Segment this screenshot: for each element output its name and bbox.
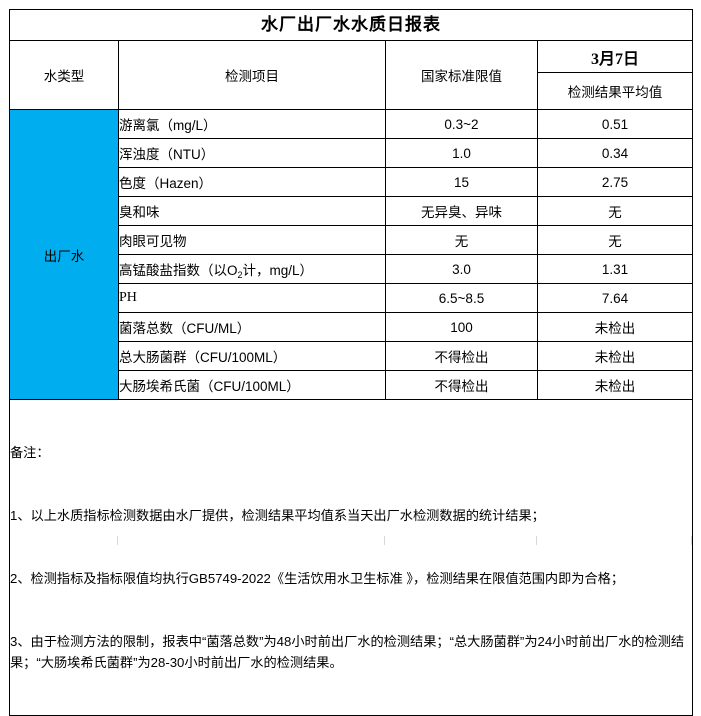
result-value: 0.51 [537, 109, 693, 139]
item-name: PH [118, 283, 386, 313]
header-row: 水类型 检测项目 国家标准限值 3月7日 [9, 40, 693, 110]
column-header-item: 检测项目 [118, 40, 386, 110]
standard-limit-value: 不得检出 [385, 341, 538, 371]
column-header-date: 3月7日 [537, 40, 693, 73]
standard-limit-value: 100 [385, 312, 538, 342]
grid-tick [117, 536, 118, 545]
item-name: 臭和味 [118, 196, 386, 226]
table-row: 色度（Hazen） 15 2.75 [10, 167, 693, 197]
table-row: 肉眼可见物 无 无 [10, 225, 693, 255]
table-row: 出厂水 游离氯（mg/L） 0.3~2 0.51 [9, 109, 693, 400]
notes-heading: 备注： [10, 445, 50, 460]
item-name: 肉眼可见物 [118, 225, 386, 255]
table-row: 浑浊度（NTU） 1.0 0.34 [10, 138, 693, 168]
result-value: 未检出 [537, 341, 693, 371]
table-row: 菌落总数（CFU/ML） 100 未检出 [10, 312, 693, 342]
grid-tick [536, 536, 537, 545]
column-header-standard-limit: 国家标准限值 [385, 40, 538, 110]
standard-limit-value: 无 [385, 225, 538, 255]
result-value: 未检出 [537, 370, 693, 400]
grid-tick [384, 536, 385, 545]
item-name: 菌落总数（CFU/ML） [118, 312, 386, 342]
table-row: 高锰酸盐指数（以O2计，mg/L） 3.0 1.31 [10, 254, 693, 284]
notes-line-2: 2、检测指标及指标限值均执行GB5749-2022《生活饮用水卫生标准 》，检测… [10, 571, 625, 586]
notes-line-1: 1、以上水质指标检测数据由水厂提供，检测结果平均值系当天出厂水检测数据的统计结果… [10, 508, 545, 523]
result-value: 无 [537, 225, 693, 255]
standard-limit-value: 不得检出 [385, 370, 538, 400]
result-value: 0.34 [537, 138, 693, 168]
notes-line-3: 3、由于检测方法的限制，报表中“菌落总数”为48小时前出厂水的检测结果；“总大肠… [10, 634, 685, 670]
standard-limit-value: 0.3~2 [385, 109, 538, 139]
table-row: 大肠埃希氏菌（CFU/100ML） 不得检出 未检出 [10, 370, 693, 400]
item-name: 浑浊度（NTU） [118, 138, 386, 168]
notes-cell: 备注： 1、以上水质指标检测数据由水厂提供，检测结果平均值系当天出厂水检测数据的… [9, 399, 693, 716]
result-value: 1.31 [537, 254, 693, 284]
title-row: 水厂出厂水水质日报表 [9, 9, 693, 41]
standard-limit-value: 无异臭、异味 [385, 196, 538, 226]
standard-limit-value: 1.0 [385, 138, 538, 168]
result-value: 无 [537, 196, 693, 226]
result-value: 7.64 [537, 283, 693, 313]
result-value: 2.75 [537, 167, 693, 197]
item-name: 大肠埃希氏菌（CFU/100ML） [118, 370, 386, 400]
header-subrow: 检测结果平均值 [10, 72, 693, 110]
grid-tick [691, 536, 692, 545]
item-name: 游离氯（mg/L） [118, 109, 386, 139]
table-row: PH 6.5~8.5 7.64 [10, 283, 693, 313]
notes-row: 备注： 1、以上水质指标检测数据由水厂提供，检测结果平均值系当天出厂水检测数据的… [9, 399, 693, 716]
notes-body: 备注： 1、以上水质指标检测数据由水厂提供，检测结果平均值系当天出厂水检测数据的… [10, 400, 692, 715]
water-type-value: 出厂水 [9, 109, 119, 400]
item-name: 色度（Hazen） [118, 167, 386, 197]
column-header-result-average: 检测结果平均值 [537, 72, 693, 110]
spreadsheet-canvas: 水厂出厂水水质日报表 水类型 检测项目 国家标准限值 3月7日 检测结果平均值 … [9, 9, 693, 716]
result-value: 未检出 [537, 312, 693, 342]
column-header-water-type: 水类型 [9, 40, 119, 110]
page-title: 水厂出厂水水质日报表 [9, 9, 693, 41]
item-name: 高锰酸盐指数（以O2计，mg/L） [118, 254, 386, 284]
standard-limit-value: 6.5~8.5 [385, 283, 538, 313]
table-row: 臭和味 无异臭、异味 无 [10, 196, 693, 226]
standard-limit-value: 3.0 [385, 254, 538, 284]
standard-limit-value: 15 [385, 167, 538, 197]
item-name: 总大肠菌群（CFU/100ML） [118, 341, 386, 371]
water-quality-report-table: 水厂出厂水水质日报表 水类型 检测项目 国家标准限值 3月7日 检测结果平均值 … [9, 9, 693, 716]
